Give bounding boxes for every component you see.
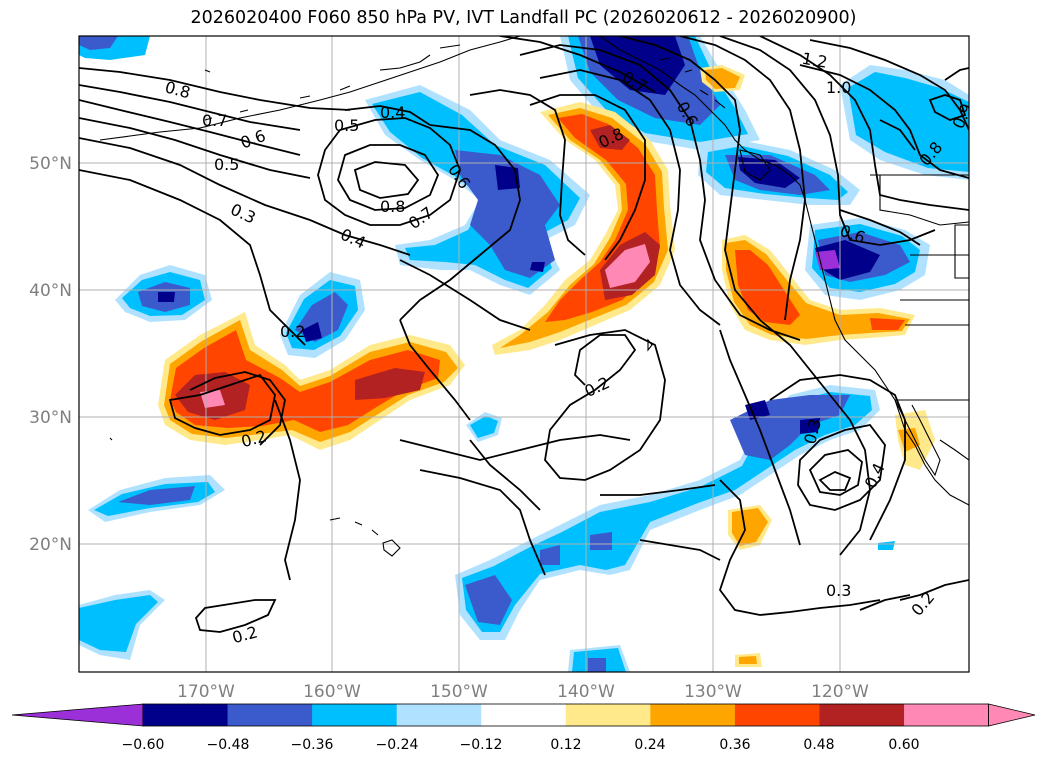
colorbar-segment [565, 704, 651, 726]
colorbar-segment [396, 704, 482, 726]
colorbar-tick-label: 0.60 [888, 737, 919, 753]
colorbar-outline [142, 703, 989, 727]
longitude-labels: 170°W 160°W 150°W 140°W 130°W 120°W [177, 682, 869, 702]
colorbar-extend-high [988, 703, 1036, 727]
contour-label: 0.7 [202, 111, 227, 130]
colorbar-segment [819, 704, 905, 726]
contour-label: 0.5 [334, 116, 359, 135]
contour-label: 1.0 [826, 78, 851, 97]
colorbar-segment [481, 704, 567, 726]
colorbar-tick-label: −0.24 [376, 737, 419, 753]
map-frame [78, 35, 970, 673]
colorbar-tick-label: −0.48 [207, 737, 250, 753]
colorbar-segment [312, 704, 398, 726]
colorbar-tick-label: 0.24 [634, 737, 665, 753]
colorbar-ticks: −0.60 −0.48 −0.36 −0.24 −0.12 0.12 0.24 … [122, 737, 920, 753]
gridlines [79, 36, 969, 672]
lon-label: 150°W [430, 682, 488, 702]
contour-label: 1.2 [800, 49, 828, 72]
contour-label: 0.4 [380, 103, 405, 122]
colorbar-tick-label: −0.12 [460, 737, 503, 753]
lon-label: 160°W [303, 682, 361, 702]
colorbar-segment [734, 704, 820, 726]
lon-label: 170°W [177, 682, 235, 702]
colorbar-tick-label: −0.36 [291, 737, 334, 753]
contour-label: 0.3 [826, 581, 851, 600]
lat-label: 40°N [29, 281, 72, 301]
contour-label: 0.8 [380, 197, 405, 216]
colorbar-tick-label: 0.36 [719, 737, 750, 753]
contour-label: 0.5 [214, 155, 239, 174]
latitude-labels: 50°N 40°N 30°N 20°N [29, 154, 72, 555]
lon-label: 120°W [811, 682, 869, 702]
colorbar-tick-label: 0.12 [550, 737, 581, 753]
colorbar-segment [904, 704, 990, 726]
colorbar-segment [227, 704, 313, 726]
coastlines [99, 36, 969, 557]
lon-label: 140°W [557, 682, 615, 702]
colorbar [11, 703, 1036, 727]
colorbar-segment [650, 704, 736, 726]
contour-label: 0.2 [280, 322, 305, 341]
plot-title: 2026020400 F060 850 hPa PV, IVT Landfall… [190, 8, 857, 28]
colorbar-segment [143, 704, 229, 726]
colorbar-extend-low [11, 703, 144, 727]
colorbar-tick-label: 0.48 [803, 737, 834, 753]
colorbar-tick-label: −0.60 [122, 737, 165, 753]
lon-label: 130°W [684, 682, 742, 702]
lat-label: 50°N [29, 154, 72, 174]
lat-label: 30°N [29, 408, 72, 428]
contour-lines [79, 36, 969, 633]
lat-label: 20°N [29, 535, 72, 555]
